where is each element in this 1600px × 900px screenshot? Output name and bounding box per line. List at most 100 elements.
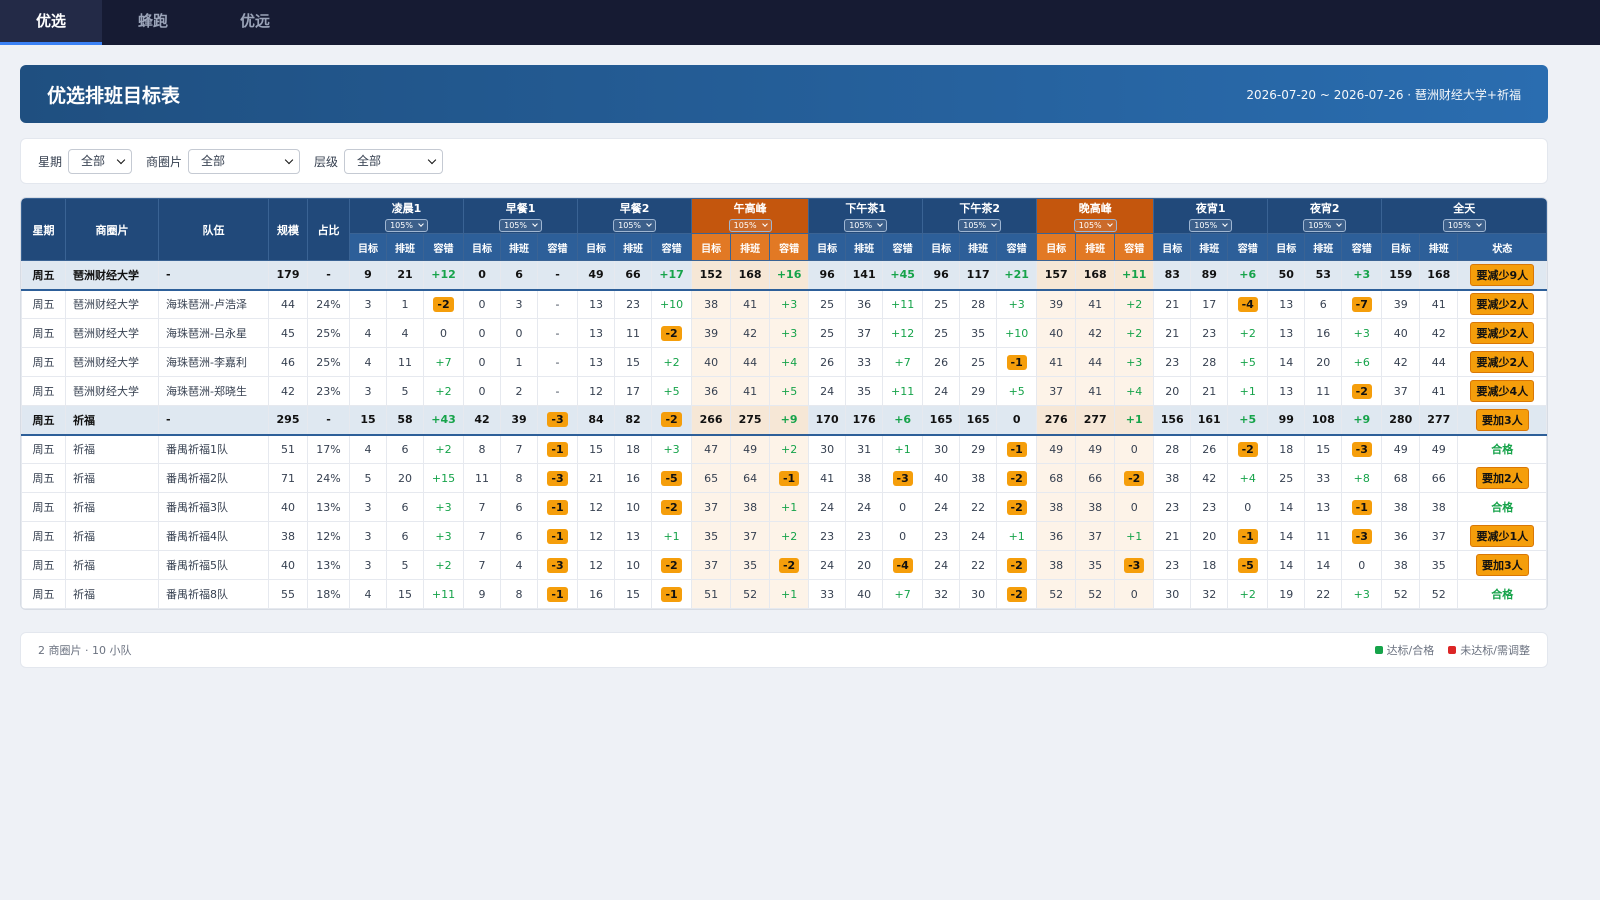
cell-text: 20: [1202, 529, 1217, 543]
diff-value: +45: [890, 268, 915, 282]
cell: 25: [959, 347, 998, 377]
cell: 周五: [21, 434, 66, 464]
cell: 26: [808, 347, 847, 377]
cell: 39: [1036, 289, 1077, 319]
cell: 52: [1075, 579, 1116, 609]
cell-text: 12%: [316, 529, 341, 543]
cell: +1: [996, 521, 1038, 551]
cell: 33: [845, 347, 884, 377]
cell: +6: [1341, 347, 1383, 377]
cell: 38: [1036, 492, 1077, 522]
cell: 49: [1381, 434, 1421, 464]
cell: 番禺祈福1队: [158, 434, 269, 464]
period-ratio-select[interactable]: 105%: [1442, 219, 1486, 232]
cell-text: 祈福: [73, 472, 95, 485]
table-row: 周五 祈福 番禺祈福4队 38 12% 3 6 +3 7 6 -1 12 13 +1 35 37 +2 23 23 0…: [21, 521, 1547, 551]
diff-value: +3: [1008, 297, 1025, 311]
cell-text: 20: [857, 558, 872, 572]
cell: 15: [349, 405, 387, 436]
cell-text: 39: [704, 326, 719, 340]
diff-value: +43: [431, 413, 456, 427]
cell: 40: [691, 347, 732, 377]
cell: 0: [1114, 492, 1155, 522]
cell: 12: [577, 492, 616, 522]
cell: +6: [882, 405, 924, 436]
period-ratio-select[interactable]: 105%: [385, 219, 428, 232]
cell-text: 179: [276, 268, 300, 282]
cell: -: [537, 347, 579, 377]
period-ratio-select[interactable]: 105%: [958, 219, 1002, 232]
period-ratio-select[interactable]: 105%: [1073, 219, 1117, 232]
cell: 37: [1381, 376, 1421, 406]
cell: -3: [537, 463, 579, 493]
cell: 合格: [1457, 434, 1547, 464]
period-header: 夜宵1 105%: [1153, 198, 1269, 234]
cell-text: 50: [1278, 268, 1294, 282]
cell: 36: [1381, 521, 1421, 551]
period-ratio-select[interactable]: 105%: [499, 219, 542, 232]
cell-text: 52: [1431, 587, 1446, 601]
subheader: 目标: [577, 233, 616, 261]
cell-text: 周五: [32, 327, 55, 340]
subheader: 容错: [651, 233, 693, 261]
tab[interactable]: 优选: [0, 0, 102, 45]
cell: 琶洲财经大学: [65, 289, 159, 319]
period-ratio-select[interactable]: 105%: [728, 219, 772, 232]
cell-text: 49: [1049, 442, 1064, 456]
cell: 6: [500, 521, 539, 551]
cell: 13: [1267, 376, 1306, 406]
cell: 21: [577, 463, 616, 493]
cell: 15: [614, 347, 653, 377]
cell: 6: [386, 521, 424, 551]
cell: 要减少4人: [1457, 376, 1547, 406]
tab[interactable]: 蜂跑: [137, 12, 168, 30]
diff-value: +21: [1004, 268, 1029, 282]
cell: 3: [349, 521, 387, 551]
cell-text: 6: [515, 268, 523, 282]
filter-select[interactable]: 全部: [344, 148, 444, 174]
cell-text: 38: [704, 297, 719, 311]
cell-text: 168: [1083, 268, 1107, 282]
cell: 23: [1153, 347, 1192, 377]
cell: 42: [1190, 463, 1229, 493]
cell-text: 25: [1279, 471, 1294, 485]
diff-value: +3: [1126, 355, 1143, 369]
cell-text: 37: [1393, 384, 1408, 398]
filter-select[interactable]: 全部: [188, 148, 301, 174]
diff-value: +5: [663, 384, 680, 398]
cell-text: 33: [857, 355, 872, 369]
cell-text: 41: [1431, 297, 1446, 311]
period-ratio-select[interactable]: 105%: [1189, 219, 1233, 232]
diff-value: +2: [435, 558, 452, 572]
filter-select[interactable]: 全部: [68, 148, 133, 174]
cell-text: 25: [934, 326, 949, 340]
cell-text: 32: [934, 587, 949, 601]
cell-text: 祈福: [73, 588, 95, 601]
filter-label: 层级: [314, 154, 339, 169]
cell: 13: [1267, 289, 1306, 319]
status-badge: 要减少4人: [1470, 380, 1535, 402]
cell: +2: [1227, 579, 1269, 609]
cell: 11: [463, 463, 502, 493]
status-badge: 要加3人: [1475, 554, 1529, 576]
cell-text: 13%: [316, 500, 341, 514]
period-ratio-select[interactable]: 105%: [613, 219, 657, 232]
subheader: 目标: [808, 233, 847, 261]
cell: -2: [1227, 434, 1269, 464]
cell: +5: [1227, 347, 1269, 377]
cell-text: 49: [1088, 442, 1103, 456]
diff-value: +12: [891, 326, 915, 340]
cell: 42: [1075, 318, 1116, 348]
cell: +3: [422, 492, 465, 522]
cell: 14: [1267, 550, 1306, 580]
diff-value: +8: [1353, 471, 1370, 485]
period-ratio-select[interactable]: 105%: [844, 219, 888, 232]
cell-text: 0: [1358, 558, 1366, 572]
cell-text: 8: [515, 471, 523, 485]
period-ratio-select[interactable]: 105%: [1303, 219, 1347, 232]
cell: -1: [651, 579, 693, 609]
cell-text: 38: [743, 500, 758, 514]
cell-text: 28: [1165, 442, 1180, 456]
tab[interactable]: 优远: [239, 12, 270, 30]
cell: 琶洲财经大学: [65, 376, 159, 406]
